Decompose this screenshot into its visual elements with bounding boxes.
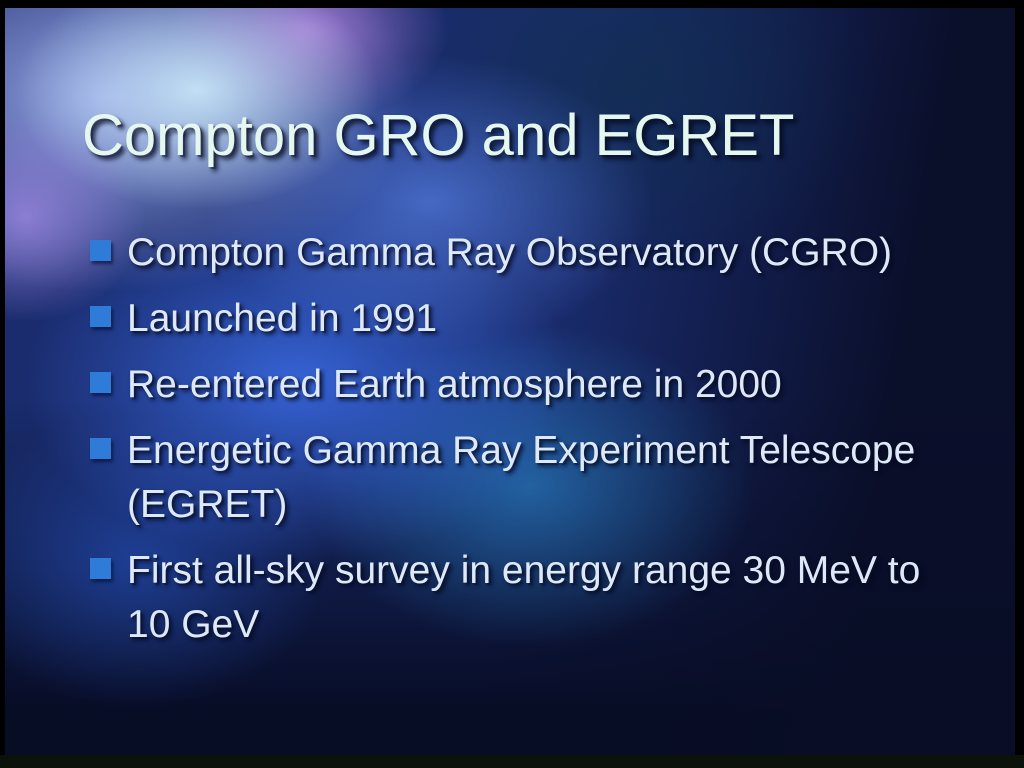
list-item: Compton Gamma Ray Observatory (CGRO) bbox=[90, 226, 927, 280]
slide-title: Compton GRO and EGRET bbox=[82, 103, 795, 168]
square-bullet-icon bbox=[90, 438, 111, 459]
list-item: Launched in 1991 bbox=[90, 292, 927, 346]
bullet-label: Energetic Gamma Ray Experiment Telescope… bbox=[127, 429, 916, 526]
square-bullet-icon bbox=[90, 372, 111, 393]
list-item: Re-entered Earth atmosphere in 2000 bbox=[90, 358, 927, 412]
square-bullet-icon bbox=[90, 240, 111, 261]
bullet-label: Compton Gamma Ray Observatory (CGRO) bbox=[127, 231, 893, 274]
nebula-background bbox=[5, 8, 1015, 755]
bullet-label: Launched in 1991 bbox=[127, 297, 438, 340]
bullet-label: Re-entered Earth atmosphere in 2000 bbox=[127, 363, 782, 406]
bullet-list: Compton Gamma Ray Observatory (CGRO) Lau… bbox=[90, 226, 927, 664]
bullet-label: First all-sky survey in energy range 30 … bbox=[127, 549, 921, 646]
list-item: Energetic Gamma Ray Experiment Telescope… bbox=[90, 424, 927, 532]
square-bullet-icon bbox=[90, 558, 111, 579]
list-item: First all-sky survey in energy range 30 … bbox=[90, 544, 927, 652]
square-bullet-icon bbox=[90, 306, 111, 327]
